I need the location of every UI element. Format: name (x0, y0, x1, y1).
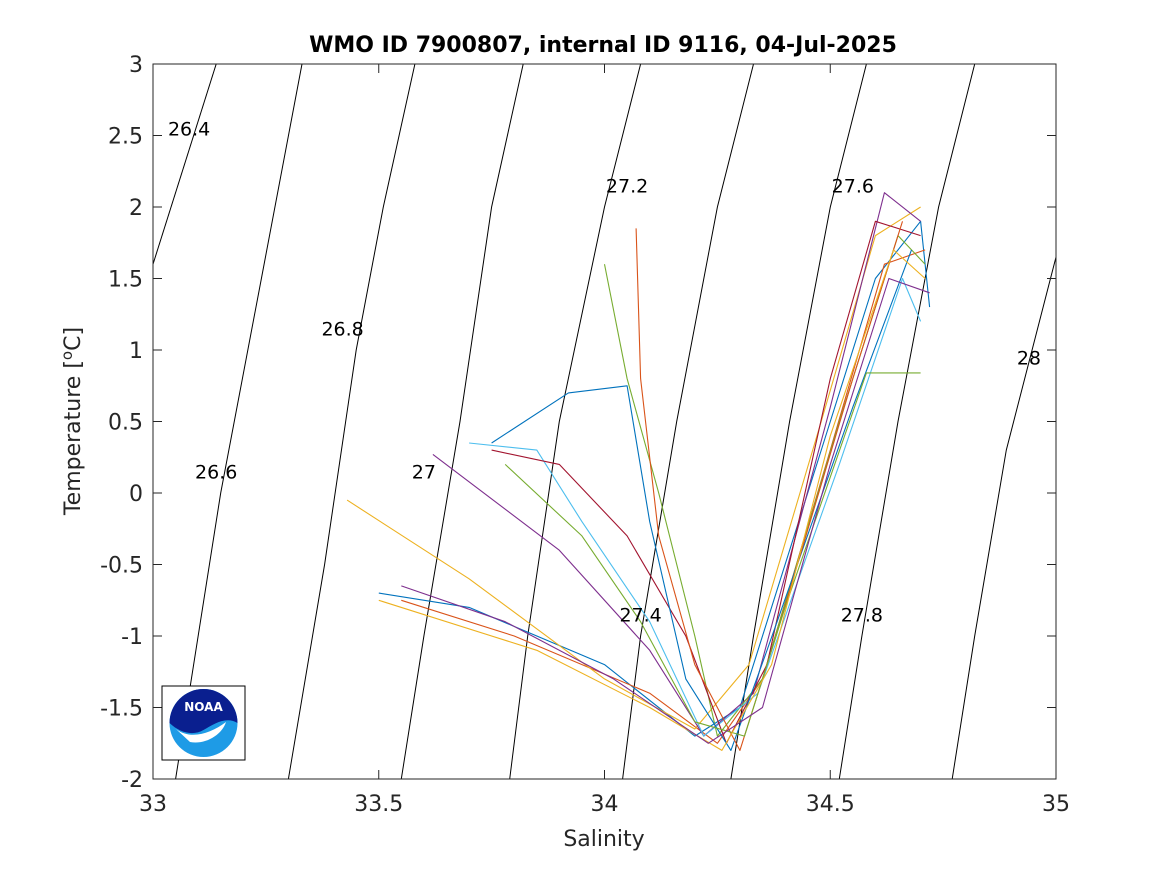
profile-line-8 (635, 221, 904, 751)
y-tick-label-1: -1.5 (100, 697, 143, 722)
isopycnal-line-7 (838, 64, 976, 779)
y-tick-label-7: 1.5 (108, 268, 143, 293)
y-tick-label-9: 2.5 (108, 125, 143, 150)
isopycnal-layer (153, 64, 1056, 779)
x-axis-label: Salinity (563, 827, 644, 852)
isopycnal-line-8 (951, 256, 1056, 779)
isopycnal-line-0 (153, 64, 217, 265)
logo-upper-band (169, 689, 238, 734)
profile-line-3 (432, 192, 921, 737)
x-tick-label-1: 33.5 (354, 792, 403, 817)
x-tick-label-0: 33 (139, 792, 167, 817)
y-tick-label-2: -1 (121, 625, 143, 650)
y-tick-label-4: 0 (129, 482, 143, 507)
chart-title: WMO ID 7900807, internal ID 9116, 04-Jul… (309, 33, 897, 58)
isopycnal-label-2: 26.8 (321, 319, 363, 341)
x-tick-label-2: 34 (591, 792, 619, 817)
profiles-layer (346, 192, 931, 751)
profile-line-1 (401, 249, 926, 744)
isopycnal-labels: 26.4 26.6 26.8 27 27.2 27.4 27.6 27.8 28 (168, 119, 1041, 627)
y-tick-label-5: 0.5 (108, 411, 143, 436)
isopycnal-label-1: 26.6 (195, 462, 237, 484)
isopycnal-label-5: 27.4 (619, 605, 661, 627)
y-tick-label-8: 2 (129, 196, 143, 221)
y-axis-label-main: Temperature [ (61, 360, 86, 516)
x-tick-label-3: 34.5 (806, 792, 855, 817)
y-tick-label-6: 1 (129, 339, 143, 364)
y-tick-label-10: 3 (129, 53, 143, 78)
isopycnal-line-3 (400, 64, 524, 779)
logo-gull-icon (176, 722, 226, 743)
x-tick-label-4: 35 (1042, 792, 1070, 817)
y-axis-label-superscript: o (58, 351, 76, 360)
isopycnal-label-6: 27.6 (832, 176, 874, 198)
isopycnal-line-2 (287, 64, 416, 779)
y-tick-label-0: -2 (121, 768, 143, 793)
isopycnal-label-7: 27.8 (841, 605, 883, 627)
profile-line-5 (469, 277, 922, 737)
tick-layer: 33 33.5 34 34.5 35 -2 -1.5 -1 -0.5 0 0.5 1 1.5 2 2.5 3 (100, 53, 1070, 817)
profile-line-10 (378, 249, 926, 751)
profile-line-2 (346, 206, 921, 730)
isopycnal-line-1 (175, 64, 303, 779)
isopycnal-label-8: 28 (1017, 347, 1041, 369)
isopycnal-line-4 (509, 64, 642, 779)
y-tick-label-3: -0.5 (100, 554, 143, 579)
isopycnal-label-4: 27.2 (606, 176, 648, 198)
profile-line-11 (401, 277, 930, 744)
profile-line-9 (504, 372, 921, 737)
isopycnal-label-3: 27 (412, 462, 436, 484)
noaa-logo: NOAA (161, 685, 246, 761)
isopycnal-line-5 (622, 64, 754, 779)
y-axis-label: Temperature [oC] (58, 327, 86, 516)
plot-area (153, 64, 1056, 779)
logo-text: NOAA (184, 700, 223, 714)
y-axis-label-tail: C] (61, 327, 86, 351)
isopycnal-label-0: 26.4 (168, 119, 210, 141)
isopycnal-line-6 (730, 64, 867, 779)
